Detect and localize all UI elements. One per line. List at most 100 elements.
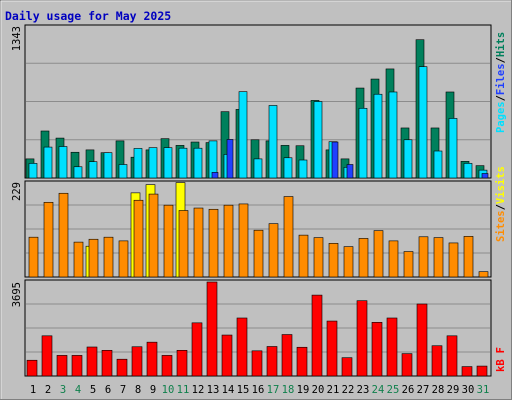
bar-sites-day-17 (268, 223, 279, 278)
y-max-label-visits: 229 (11, 182, 23, 201)
bar-files-day-11 (178, 147, 188, 179)
bar-kb-day-20 (311, 294, 323, 377)
bar-kb-day-22 (341, 357, 353, 377)
bar-sites-day-23 (358, 238, 369, 278)
bar-files-day-30 (463, 163, 473, 179)
bar-sites-day-26 (403, 251, 414, 278)
x-tick-label-25: 25 (387, 384, 400, 396)
legend-sep-2: / (495, 57, 507, 63)
x-tick-label-21: 21 (327, 384, 340, 396)
legend-f: F (495, 347, 507, 353)
bar-pages-day-21 (331, 141, 339, 179)
bar-sites-day-31 (478, 271, 489, 278)
legend-visits: Visits (495, 166, 507, 204)
legend-kb-f: kB F (495, 347, 507, 372)
bar-sites-day-12 (193, 207, 204, 278)
bar-kb-day-8 (131, 346, 143, 377)
bar-files-day-26 (403, 139, 413, 179)
bar-sites-day-13 (208, 208, 219, 278)
x-tick-label-24: 24 (372, 384, 385, 396)
x-tick-label-16: 16 (252, 384, 265, 396)
bar-files-day-3 (58, 146, 68, 179)
bar-files-day-28 (433, 150, 443, 179)
bar-files-day-1 (28, 163, 38, 179)
x-tick-label-2: 2 (45, 384, 51, 396)
bar-kb-day-21 (326, 320, 338, 377)
bar-files-day-12 (193, 147, 203, 179)
bar-kb-day-19 (296, 346, 308, 377)
x-tick-label-26: 26 (402, 384, 415, 396)
bar-sites-day-25 (388, 240, 399, 278)
bar-sites-day-11 (178, 210, 189, 278)
legend-pages-files-hits: Pages/Files/Hits (495, 32, 507, 133)
bar-kb-day-18 (281, 334, 293, 377)
bar-pages-day-31 (481, 173, 489, 179)
x-tick-label-13: 13 (207, 384, 220, 396)
bar-sites-day-22 (343, 246, 354, 278)
bar-sites-day-2 (43, 201, 54, 278)
bar-kb-day-29 (446, 335, 458, 377)
bar-sites-day-4 (73, 241, 84, 278)
bar-kb-day-6 (101, 350, 113, 377)
bar-sites-day-19 (298, 234, 309, 278)
bar-kb-day-17 (266, 346, 278, 377)
legend-hits: Hits (495, 32, 507, 57)
bar-files-day-9 (148, 147, 158, 179)
bar-sites-day-9 (148, 193, 159, 278)
x-tick-label-7: 7 (120, 384, 126, 396)
bar-sites-day-3 (58, 192, 69, 278)
bar-kb-day-23 (356, 300, 368, 377)
x-axis-labels: 1 2 3 4 5 6 7 8 9 10 11 12 13 14 15 16 17 18 19 20 21 22 23 24 2… (30, 384, 489, 396)
bar-files-day-19 (298, 159, 308, 179)
bar-files-day-8 (133, 148, 143, 179)
bar-kb-day-4 (71, 355, 83, 377)
x-tick-label-9: 9 (150, 384, 156, 396)
bar-sites-day-20 (313, 237, 324, 278)
legend-kb: kB (495, 359, 507, 372)
bar-files-day-16 (253, 158, 263, 179)
bar-files-day-5 (88, 161, 98, 179)
x-tick-label-18: 18 (282, 384, 295, 396)
bar-sites-day-10 (163, 204, 174, 278)
bar-files-day-6 (103, 152, 113, 179)
bar-files-day-7 (118, 164, 128, 179)
bar-files-day-10 (163, 147, 173, 179)
bar-sites-day-27 (418, 236, 429, 278)
bar-kb-day-27 (416, 303, 428, 377)
x-tick-label-4: 4 (75, 384, 81, 396)
x-tick-label-14: 14 (222, 384, 235, 396)
legend-sites: Sites (495, 210, 507, 242)
y-max-label-kb: 3695 (11, 282, 23, 307)
bar-kb-day-15 (236, 317, 248, 377)
legend-sites-visits: Sites/Visits (495, 166, 507, 242)
x-tick-label-5: 5 (90, 384, 96, 396)
bar-pages-day-13 (211, 172, 219, 179)
legend-files: Files (495, 63, 507, 95)
bar-kb-day-12 (191, 322, 203, 377)
x-tick-label-1: 1 (30, 384, 36, 396)
x-tick-label-31: 31 (477, 384, 490, 396)
bar-files-day-4 (73, 166, 83, 179)
bar-kb-day-26 (401, 353, 413, 377)
bar-sites-day-8 (133, 199, 144, 278)
x-tick-label-8: 8 (135, 384, 141, 396)
bar-sites-day-14 (223, 204, 234, 278)
bar-files-day-23 (358, 107, 368, 179)
bars-layer (25, 39, 489, 377)
x-tick-label-22: 22 (342, 384, 355, 396)
bar-kb-day-28 (431, 345, 443, 377)
bar-kb-day-24 (371, 322, 383, 377)
bar-sites-day-6 (103, 236, 114, 278)
bar-pages-day-22 (346, 164, 354, 179)
bar-sites-day-1 (28, 236, 39, 278)
bar-sites-day-16 (253, 229, 264, 278)
bar-files-day-27 (418, 66, 428, 179)
x-tick-label-12: 12 (192, 384, 205, 396)
bar-files-day-18 (283, 157, 293, 179)
bar-kb-day-14 (221, 334, 233, 377)
bar-kb-day-5 (86, 346, 98, 377)
x-tick-label-15: 15 (237, 384, 250, 396)
bar-files-day-2 (43, 146, 53, 179)
bar-kb-day-13 (206, 281, 218, 377)
bar-sites-day-21 (328, 243, 339, 278)
